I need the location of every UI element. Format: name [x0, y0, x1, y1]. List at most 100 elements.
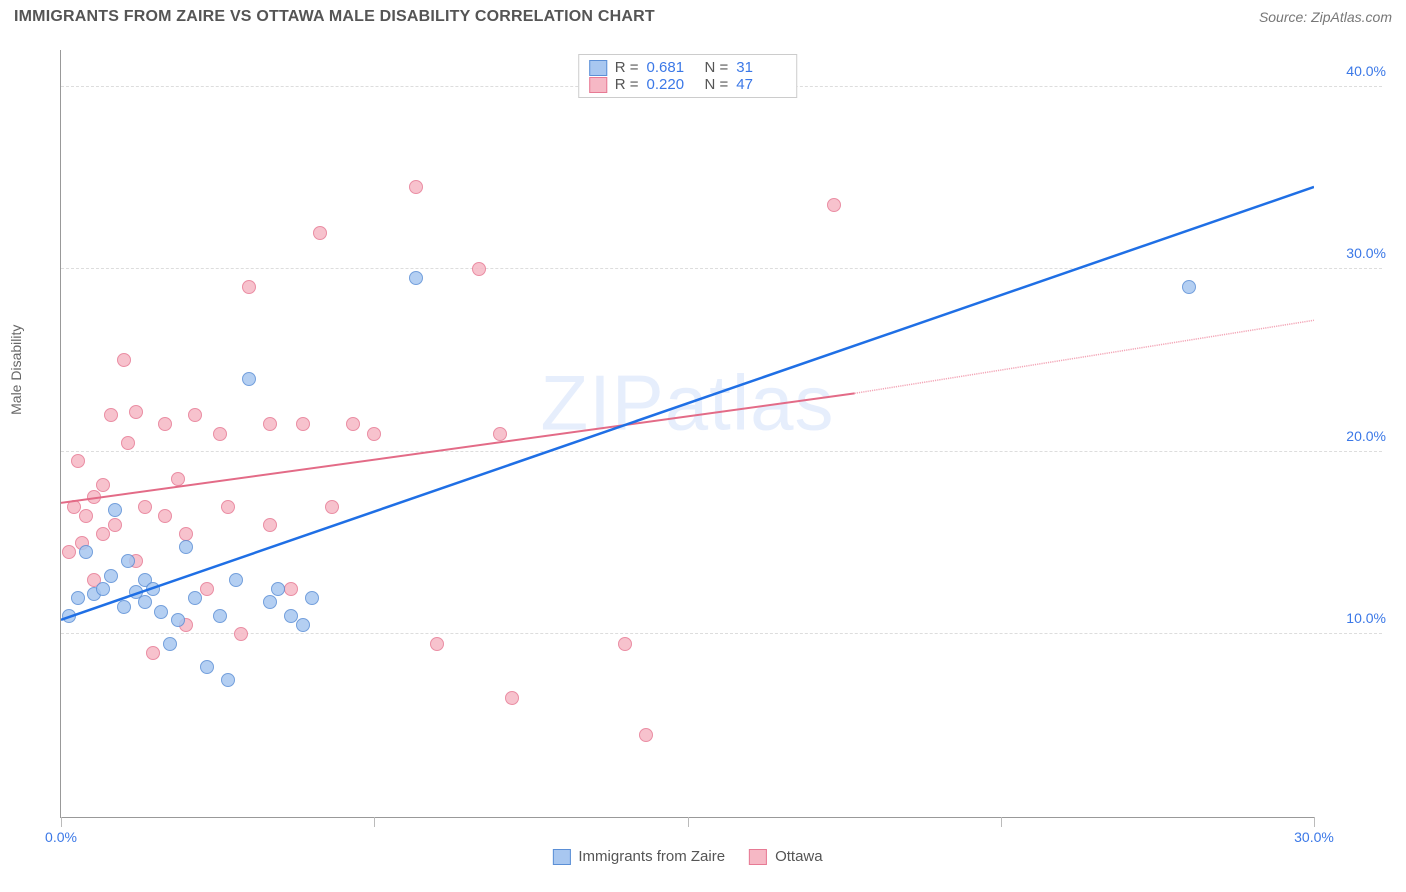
data-point — [117, 353, 131, 367]
series-legend: Immigrants from Zaire Ottawa — [552, 848, 822, 865]
data-point — [158, 417, 172, 431]
data-point — [242, 372, 256, 386]
chart-area: Male Disability ZIPatlas R =0.681N =31R … — [14, 42, 1392, 878]
y-tick-label: 40.0% — [1346, 63, 1386, 79]
y-axis-label: Male Disability — [8, 325, 24, 415]
data-point — [296, 417, 310, 431]
data-point — [121, 436, 135, 450]
x-tick-label: 0.0% — [45, 829, 77, 845]
series-legend-item: Ottawa — [749, 848, 823, 865]
data-point — [367, 427, 381, 441]
data-point — [213, 427, 227, 441]
data-point — [284, 582, 298, 596]
legend-swatch — [749, 849, 767, 865]
data-point — [325, 500, 339, 514]
data-point — [163, 637, 177, 651]
data-point — [409, 271, 423, 285]
chart-title: IMMIGRANTS FROM ZAIRE VS OTTAWA MALE DIS… — [14, 8, 655, 26]
data-point — [472, 262, 486, 276]
data-point — [284, 609, 298, 623]
data-point — [146, 582, 160, 596]
data-point — [67, 500, 81, 514]
series-legend-item: Immigrants from Zaire — [552, 848, 725, 865]
data-point — [296, 618, 310, 632]
data-point — [221, 500, 235, 514]
data-point — [1182, 280, 1196, 294]
data-point — [200, 660, 214, 674]
data-point — [263, 518, 277, 532]
legend-n-label: N = — [705, 59, 729, 76]
data-point — [138, 595, 152, 609]
data-point — [104, 408, 118, 422]
legend-swatch — [552, 849, 570, 865]
x-tick — [1001, 817, 1002, 827]
data-point — [71, 454, 85, 468]
data-point — [827, 198, 841, 212]
data-point — [171, 472, 185, 486]
data-point — [71, 591, 85, 605]
trend-lines-layer — [61, 50, 1314, 817]
x-tick-label: 30.0% — [1294, 829, 1334, 845]
data-point — [313, 226, 327, 240]
legend-n-label: N = — [705, 76, 729, 93]
chart-header: IMMIGRANTS FROM ZAIRE VS OTTAWA MALE DIS… — [0, 0, 1406, 30]
data-point — [62, 609, 76, 623]
legend-swatch — [589, 77, 607, 93]
data-point — [121, 554, 135, 568]
data-point — [96, 478, 110, 492]
legend-r-label: R = — [615, 76, 639, 93]
watermark: ZIPatlas — [540, 357, 834, 448]
legend-n-value: 47 — [736, 76, 786, 93]
legend-r-label: R = — [615, 59, 639, 76]
data-point — [242, 280, 256, 294]
data-point — [639, 728, 653, 742]
plot-area: ZIPatlas R =0.681N =31R =0.220N =47 Immi… — [60, 50, 1314, 818]
gridline — [61, 633, 1382, 634]
data-point — [200, 582, 214, 596]
data-point — [430, 637, 444, 651]
data-point — [263, 595, 277, 609]
data-point — [146, 646, 160, 660]
data-point — [108, 503, 122, 517]
data-point — [618, 637, 632, 651]
data-point — [171, 613, 185, 627]
legend-swatch — [589, 60, 607, 76]
legend-n-value: 31 — [736, 59, 786, 76]
data-point — [229, 573, 243, 587]
data-point — [271, 582, 285, 596]
x-tick — [374, 817, 375, 827]
gridline — [61, 451, 1382, 452]
data-point — [179, 540, 193, 554]
chart-source: Source: ZipAtlas.com — [1259, 9, 1392, 25]
correlation-legend: R = 0.681 N = 31 R = 0.220 N = 47 — [578, 54, 798, 98]
y-tick-label: 20.0% — [1346, 428, 1386, 444]
data-point — [129, 405, 143, 419]
x-tick — [1314, 817, 1315, 827]
data-point — [158, 509, 172, 523]
data-point — [87, 490, 101, 504]
data-point — [263, 417, 277, 431]
legend-r-value: 0.220 — [647, 76, 697, 93]
data-point — [96, 582, 110, 596]
data-point — [108, 518, 122, 532]
data-point — [96, 527, 110, 541]
data-point — [138, 500, 152, 514]
data-point — [493, 427, 507, 441]
data-point — [305, 591, 319, 605]
data-point — [346, 417, 360, 431]
data-point — [117, 600, 131, 614]
data-point — [188, 408, 202, 422]
y-tick-label: 10.0% — [1346, 610, 1386, 626]
correlation-legend-row: R = 0.681 N = 31 — [589, 59, 787, 76]
data-point — [213, 609, 227, 623]
x-tick — [61, 817, 62, 827]
legend-r-value: 0.681 — [647, 59, 697, 76]
correlation-legend-row: R = 0.220 N = 47 — [589, 76, 787, 93]
data-point — [234, 627, 248, 641]
gridline — [61, 268, 1382, 269]
data-point — [79, 509, 93, 523]
data-point — [154, 605, 168, 619]
data-point — [188, 591, 202, 605]
data-point — [409, 180, 423, 194]
data-point — [505, 691, 519, 705]
